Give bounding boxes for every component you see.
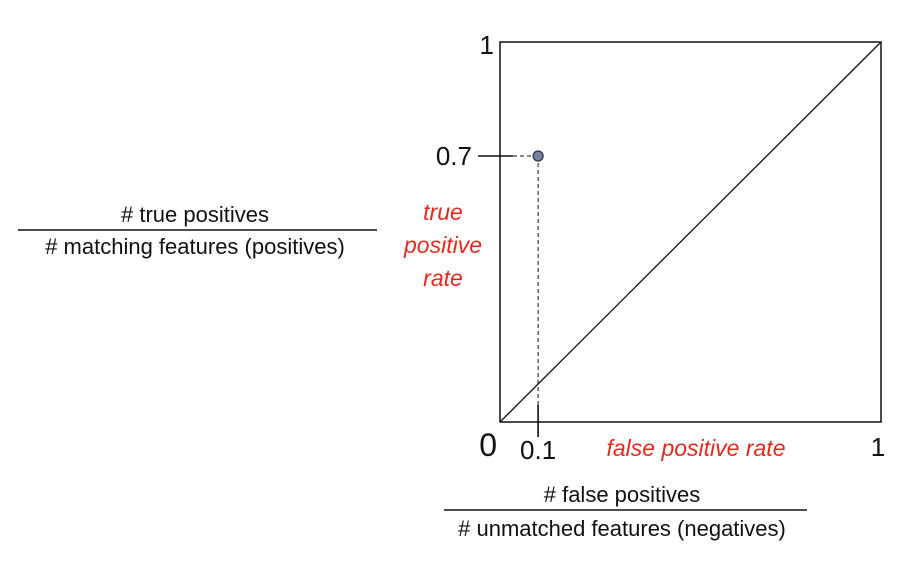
- x-formula-numerator: # false positives: [544, 482, 701, 507]
- x-axis-label: false positive rate: [607, 435, 786, 461]
- y-tick-label-0-7: 0.7: [436, 141, 472, 171]
- x-tick-label-0-1: 0.1: [520, 435, 556, 465]
- y-tick-label-1: 1: [480, 30, 494, 60]
- data-point-0: [532, 150, 544, 162]
- y-axis-label-line-2: positive: [403, 232, 482, 258]
- y-formula-denominator: # matching features (positives): [45, 234, 345, 259]
- chance-diagonal-line: [499, 41, 882, 423]
- x-tick-label-0: 0: [479, 427, 497, 463]
- y-formula-numerator: # true positives: [121, 202, 269, 227]
- x-tick-label-1: 1: [871, 432, 885, 462]
- y-axis-label-line-1: true: [423, 199, 463, 225]
- x-formula-denominator: # unmatched features (negatives): [458, 516, 786, 541]
- plot-frame: [499, 41, 882, 423]
- y-axis-label-line-3: rate: [423, 265, 463, 291]
